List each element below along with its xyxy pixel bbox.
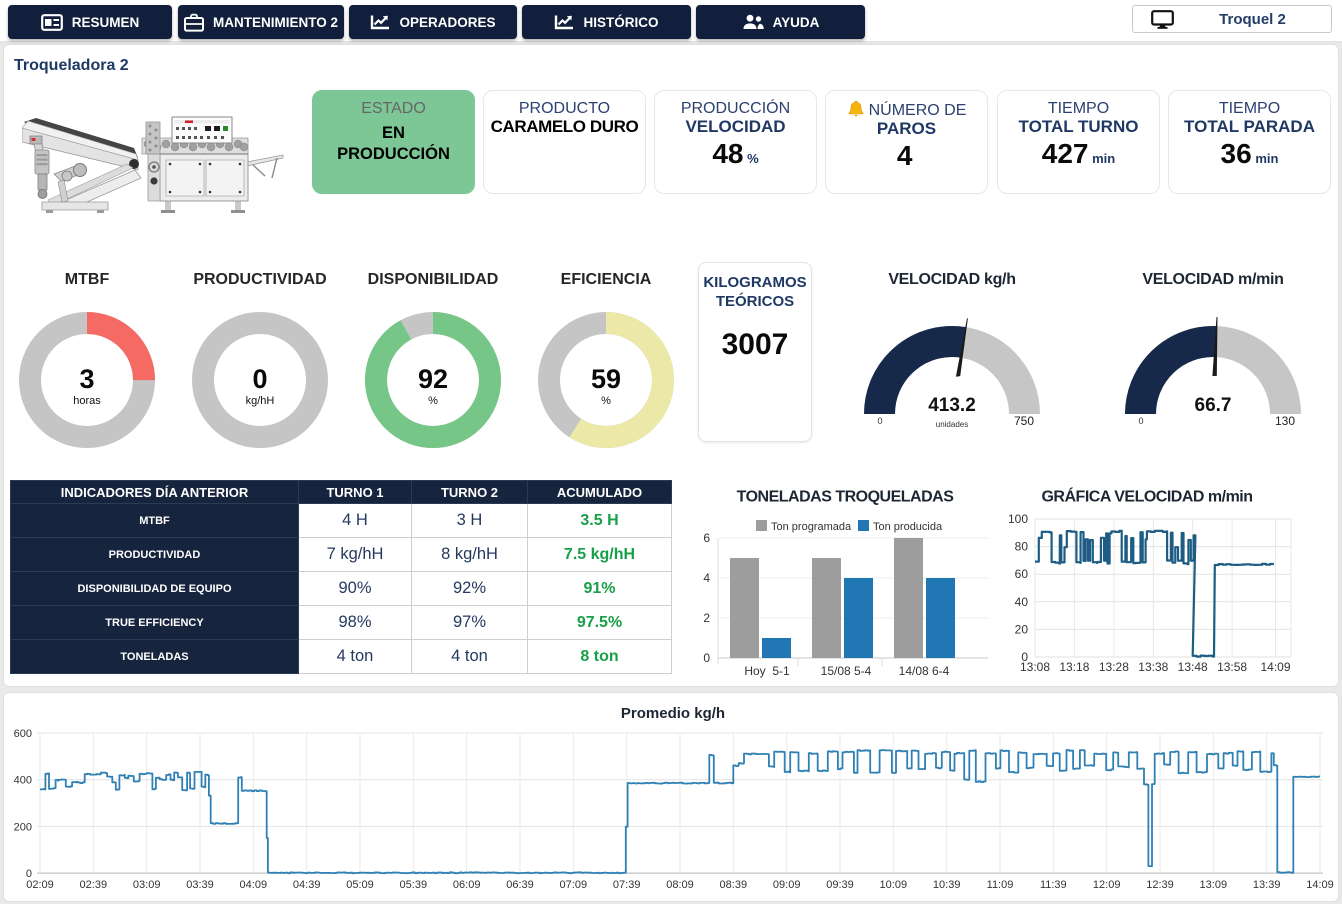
svg-text:07:09: 07:09 <box>560 879 588 891</box>
svg-text:04:39: 04:39 <box>293 879 321 891</box>
svg-text:20: 20 <box>1015 622 1029 636</box>
svg-text:200: 200 <box>14 821 32 833</box>
svg-text:03:39: 03:39 <box>186 879 214 891</box>
svg-text:11:09: 11:09 <box>987 879 1014 891</box>
svg-text:06:09: 06:09 <box>453 879 481 891</box>
svg-text:600: 600 <box>14 728 32 740</box>
svg-text:13:58: 13:58 <box>1217 660 1247 674</box>
svg-text:08:39: 08:39 <box>720 879 748 891</box>
svg-text:100: 100 <box>1008 512 1028 526</box>
svg-text:12:09: 12:09 <box>1093 879 1121 891</box>
svg-text:%: % <box>601 395 611 407</box>
svg-text:horas: horas <box>73 395 101 407</box>
svg-text:kg/hH: kg/hH <box>246 395 275 407</box>
svg-text:06:39: 06:39 <box>506 879 534 891</box>
svg-text:09:39: 09:39 <box>826 879 854 891</box>
svg-text:13:09: 13:09 <box>1200 879 1228 891</box>
svg-text:13:18: 13:18 <box>1059 660 1089 674</box>
svg-text:14:09: 14:09 <box>1260 660 1290 674</box>
svg-text:13:39: 13:39 <box>1253 879 1281 891</box>
svg-text:05:39: 05:39 <box>400 879 428 891</box>
svg-text:15/08 5-4: 15/08 5-4 <box>821 664 872 678</box>
svg-text:6: 6 <box>703 531 710 545</box>
svg-text:13:08: 13:08 <box>1020 660 1050 674</box>
svg-text:13:48: 13:48 <box>1178 660 1208 674</box>
svg-text:09:09: 09:09 <box>773 879 801 891</box>
svg-text:750: 750 <box>1014 414 1034 428</box>
svg-text:05:09: 05:09 <box>346 879 374 891</box>
svg-text:2: 2 <box>703 611 710 625</box>
svg-text:unidades: unidades <box>936 420 968 429</box>
svg-text:Ton producida: Ton producida <box>873 521 943 533</box>
svg-text:66.7: 66.7 <box>1195 395 1232 416</box>
svg-text:40: 40 <box>1015 595 1029 609</box>
svg-text:14:09: 14:09 <box>1306 879 1334 891</box>
svg-text:%: % <box>428 395 438 407</box>
svg-text:130: 130 <box>1275 414 1295 428</box>
svg-text:02:39: 02:39 <box>80 879 108 891</box>
svg-text:11:39: 11:39 <box>1040 879 1067 891</box>
svg-text:0: 0 <box>26 868 32 880</box>
svg-text:12:39: 12:39 <box>1146 879 1174 891</box>
svg-text:08:09: 08:09 <box>666 879 694 891</box>
svg-text:GRÁFICA VELOCIDAD m/min: GRÁFICA VELOCIDAD m/min <box>1041 487 1252 506</box>
svg-text:Promedio kg/h: Promedio kg/h <box>621 705 725 722</box>
svg-text:0: 0 <box>703 651 710 665</box>
svg-text:TONELADAS TROQUELADAS: TONELADAS TROQUELADAS <box>737 489 955 506</box>
svg-text:92: 92 <box>418 364 448 394</box>
svg-text:0: 0 <box>252 364 267 394</box>
svg-text:4: 4 <box>703 571 710 585</box>
svg-text:07:39: 07:39 <box>613 879 641 891</box>
svg-text:13:28: 13:28 <box>1099 660 1129 674</box>
svg-text:03:09: 03:09 <box>133 879 161 891</box>
svg-text:59: 59 <box>591 364 621 394</box>
svg-text:80: 80 <box>1015 540 1029 554</box>
svg-text:02:09: 02:09 <box>26 879 54 891</box>
svg-text:400: 400 <box>14 775 32 787</box>
svg-text:Ton programada: Ton programada <box>771 521 852 533</box>
svg-text:0: 0 <box>1138 416 1143 426</box>
svg-text:0: 0 <box>877 416 882 426</box>
svg-text:413.2: 413.2 <box>928 395 976 416</box>
svg-text:60: 60 <box>1015 567 1029 581</box>
svg-text:14/08 6-4: 14/08 6-4 <box>899 664 950 678</box>
svg-text:10:09: 10:09 <box>880 879 908 891</box>
svg-text:0: 0 <box>1021 650 1028 664</box>
svg-text:04:09: 04:09 <box>240 879 268 891</box>
svg-text:Hoy 5-1: Hoy 5-1 <box>744 664 790 678</box>
svg-text:3: 3 <box>79 364 94 394</box>
svg-text:13:38: 13:38 <box>1138 660 1168 674</box>
svg-text:10:39: 10:39 <box>933 879 961 891</box>
